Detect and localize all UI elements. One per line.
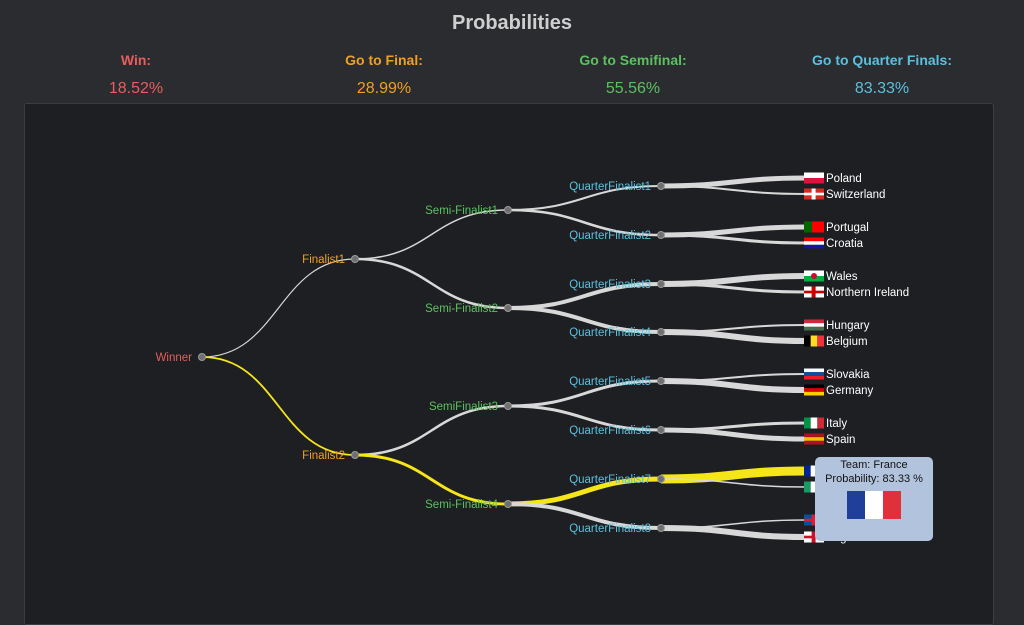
italy-flag-icon: [804, 417, 824, 429]
link-semi-quarter: [507, 502, 662, 530]
link-semi-quarter: [507, 306, 662, 334]
link-finalist-semi: [354, 404, 509, 457]
wales-flag-icon: [804, 270, 824, 282]
quarterfinal-label: Go to Quarter Finals:: [811, 52, 952, 68]
quarterfinalist-node[interactable]: [657, 377, 665, 385]
semifinalist-node[interactable]: [504, 500, 512, 508]
finalist-node[interactable]: [351, 451, 359, 459]
team-label[interactable]: Slovakia: [826, 369, 870, 381]
link-finalist-semi: [354, 453, 509, 506]
semifinal-label: Go to Semifinal:: [579, 52, 687, 68]
tooltip-team: Team: France: [840, 459, 908, 471]
team-label[interactable]: Spain: [826, 434, 855, 446]
quarterfinalist-label: QuarterFinalist4: [569, 327, 651, 339]
team-label[interactable]: Belgium: [826, 336, 868, 348]
semifinal-stat: Go to Semifinal: 55.56%: [513, 52, 753, 98]
link-finalist-semi: [354, 209, 509, 260]
croatia-flag-icon: [804, 237, 824, 249]
link-quarter-team: [660, 273, 807, 287]
link-quarter-team: [660, 378, 807, 393]
semifinalist-label: SemiFinalist3: [429, 401, 498, 413]
win-stat: Win: 18.52%: [16, 52, 256, 98]
england-flag-icon: [804, 531, 824, 543]
link-quarter-team: [660, 478, 807, 488]
belgium-flag-icon: [804, 335, 824, 347]
link-quarter-team: [660, 427, 807, 442]
semifinalist-label: Semi-Finalist2: [425, 303, 498, 315]
team-label[interactable]: Switzerland: [826, 189, 885, 201]
team-label[interactable]: Wales: [826, 271, 858, 283]
team-label[interactable]: Northern Ireland: [826, 287, 909, 299]
link-semi-quarter: [507, 208, 662, 237]
win-label: Win:: [120, 52, 152, 68]
hungary-flag-icon: [804, 319, 824, 331]
link-quarter-team: [660, 185, 807, 195]
semifinalist-node[interactable]: [504, 206, 512, 214]
team-label[interactable]: Croatia: [826, 238, 864, 250]
link-quarter-team: [660, 466, 807, 484]
semifinalist-node[interactable]: [504, 402, 512, 410]
quarterfinalist-label: QuarterFinalist8: [569, 523, 651, 535]
link-quarter-team: [660, 525, 807, 540]
finalist-node[interactable]: [351, 255, 359, 263]
link-quarter-team: [660, 175, 807, 189]
slovakia-flag-icon: [804, 368, 824, 380]
final-value: 28.99%: [356, 80, 412, 97]
poland-flag-icon: [804, 172, 824, 184]
quarterfinal-value: 83.33%: [854, 80, 910, 97]
link-winner-finalist: [201, 258, 356, 358]
quarterfinalist-node[interactable]: [657, 475, 665, 483]
link-semi-quarter: [507, 404, 662, 432]
semifinalist-label: Semi-Finalist1: [425, 205, 498, 217]
spain-flag-icon: [804, 433, 824, 445]
link-quarter-team: [660, 233, 807, 245]
germany-flag-icon: [804, 384, 824, 396]
quarterfinal-stat: Go to Quarter Finals: 83.33%: [762, 52, 1002, 98]
team-tooltip: Team: France Probability: 83.33 %: [815, 457, 933, 541]
quarterfinalist-node[interactable]: [657, 280, 665, 288]
team-label[interactable]: Portugal: [826, 222, 869, 234]
semifinal-value: 55.56%: [605, 80, 661, 97]
final-label: Go to Final:: [345, 52, 423, 68]
quarterfinalist-label: QuarterFinalist3: [569, 279, 651, 291]
link-quarter-team: [660, 282, 807, 294]
portugal-flag-icon: [804, 221, 824, 233]
bracket-tree: Poland Switzerland Portugal Croatia Wales Nor…: [156, 172, 909, 544]
switzerland-flag-icon: [804, 188, 824, 200]
page-title: Probabilities: [451, 12, 573, 34]
link-quarter-team: [660, 329, 807, 344]
winner-node[interactable]: [198, 353, 206, 361]
semifinalist-node[interactable]: [504, 304, 512, 312]
link-finalist-semi: [354, 257, 509, 310]
france-flag-icon: [847, 491, 901, 519]
tooltip-probability: Probability: 83.33 %: [825, 473, 923, 485]
team-label[interactable]: Germany: [826, 385, 874, 397]
quarterfinalist-node[interactable]: [657, 182, 665, 190]
quarterfinalist-label: QuarterFinalist2: [569, 230, 651, 242]
team-label[interactable]: Poland: [826, 173, 862, 185]
semifinalist-label: Semi-Finalist4: [425, 499, 498, 511]
link-semi-quarter: [507, 379, 662, 408]
iceland-flag-icon: [804, 514, 824, 526]
winner-label: Winner: [156, 352, 193, 364]
link-semi-quarter: [507, 185, 662, 211]
finalist-label: Finalist2: [302, 450, 345, 462]
quarterfinalist-label: QuarterFinalist5: [569, 376, 651, 388]
northern-ireland-flag-icon: [804, 286, 824, 298]
quarterfinalist-node[interactable]: [657, 328, 665, 336]
win-value: 18.52%: [108, 80, 164, 97]
quarterfinalist-node[interactable]: [657, 426, 665, 434]
link-winner-finalist: [201, 356, 356, 456]
quarterfinalist-node[interactable]: [657, 524, 665, 532]
quarterfinalist-node[interactable]: [657, 231, 665, 239]
quarterfinalist-label: QuarterFinalist6: [569, 425, 651, 437]
quarterfinalist-label: QuarterFinalist1: [569, 181, 651, 193]
finalist-label: Finalist1: [302, 254, 345, 266]
quarterfinalist-label: QuarterFinalist7: [569, 474, 651, 486]
team-label[interactable]: Italy: [826, 418, 847, 430]
final-stat: Go to Final: 28.99%: [264, 52, 504, 98]
link-quarter-team: [660, 224, 807, 238]
team-label[interactable]: Hungary: [826, 320, 870, 332]
